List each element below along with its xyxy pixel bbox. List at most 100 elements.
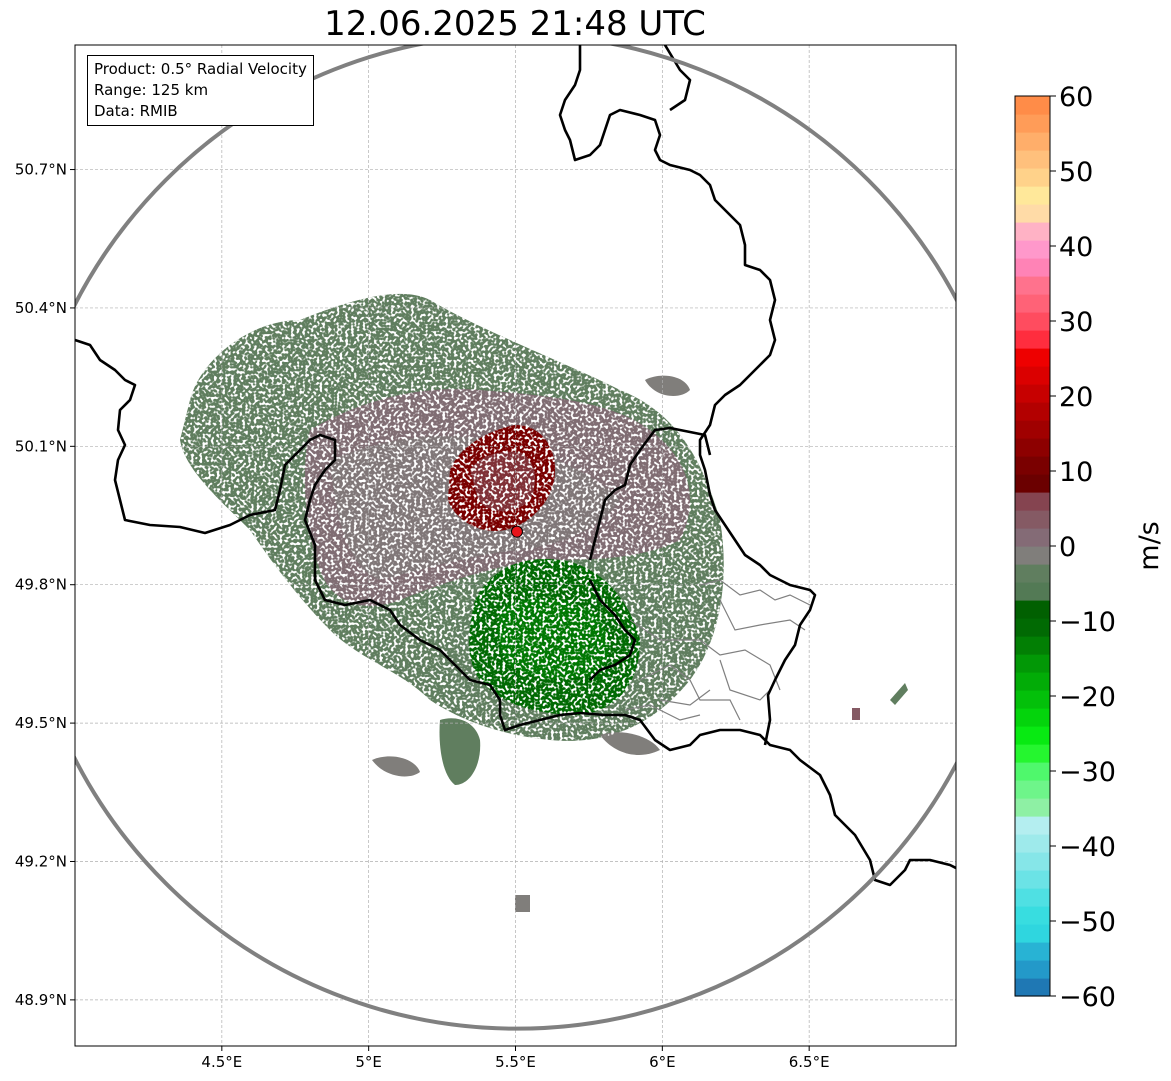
border-lux-fr — [588, 579, 637, 681]
colorbar-segment-19 — [1015, 636, 1050, 655]
colorbar-segment-38 — [1015, 294, 1050, 313]
echo-se-fragment — [600, 732, 660, 755]
lon-tick-label-0: 4.5°E — [201, 1053, 242, 1071]
colorbar-tick-label-0: 60 — [1059, 82, 1093, 113]
border-lux-east — [558, 45, 817, 746]
colorbar-segment-1 — [1015, 960, 1050, 979]
colorbar-tick-label-7: −10 — [1059, 607, 1116, 638]
lon-tick-label-2: 5.5°E — [495, 1053, 536, 1071]
colorbar-segment-12 — [1015, 762, 1050, 781]
lon-tick-label-4: 6.5°E — [789, 1053, 830, 1071]
colorbar-segment-42 — [1015, 222, 1050, 241]
colorbar-segment-37 — [1015, 312, 1050, 331]
colorbar-tick-label-6: 0 — [1059, 532, 1076, 563]
colorbar-segment-44 — [1015, 186, 1050, 205]
colorbar-segment-13 — [1015, 744, 1050, 763]
range-ring-circle — [75, 45, 956, 1031]
colorbar-label: m/s — [1134, 521, 1165, 570]
colorbar-segment-16 — [1015, 690, 1050, 709]
colorbar: 60 50 40 30 20 10 0 −10 −20 −30 −40 −50 −60 m/s — [1014, 82, 1165, 1013]
longitude-ticks: 4.5°E 5°E 5.5°E 6°E 6.5°E — [201, 1046, 830, 1071]
colorbar-segment-14 — [1015, 726, 1050, 745]
colorbar-segment-5 — [1015, 888, 1050, 907]
lat-tick-label-2: 50.1°N — [15, 437, 67, 455]
colorbar-tick-label-1: 50 — [1059, 157, 1093, 188]
colorbar-segment-28 — [1015, 474, 1050, 493]
colorbar-tick-label-2: 40 — [1059, 232, 1093, 263]
colorbar-segment-31 — [1015, 420, 1050, 439]
colorbar-segment-25 — [1015, 528, 1050, 547]
colorbar-tick-label-5: 10 — [1059, 457, 1093, 488]
colorbar-segment-29 — [1015, 456, 1050, 475]
admin-borders — [624, 579, 811, 721]
colorbar-segment-40 — [1015, 258, 1050, 277]
info-data-source: Data: RMIB — [94, 102, 178, 120]
echo-speckle — [180, 293, 724, 741]
colorbar-segment-47 — [1015, 132, 1050, 151]
lat-tick-label-1: 50.4°N — [15, 299, 67, 317]
colorbar-segment-32 — [1015, 402, 1050, 421]
radar-range-ring — [75, 45, 956, 1031]
latitude-ticks: 50.7°N 50.4°N 50.1°N 49.8°N 49.5°N 49.2°N 48.9… — [15, 161, 75, 1009]
colorbar-segment-18 — [1015, 654, 1050, 673]
colorbar-tick-label-12: −60 — [1059, 982, 1116, 1013]
colorbar-segment-46 — [1015, 150, 1050, 169]
colorbar-tick-label-8: −20 — [1059, 682, 1116, 713]
colorbar-segment-48 — [1015, 114, 1050, 133]
echo-ne-fragment — [645, 375, 690, 396]
colorbar-tick-label-10: −40 — [1059, 832, 1116, 863]
echo-south-tail — [439, 718, 481, 785]
national-borders — [75, 45, 956, 887]
lat-tick-label-0: 50.7°N — [15, 161, 67, 179]
colorbar-segment-9 — [1015, 816, 1050, 835]
border-be-lux — [588, 426, 712, 561]
colorbar-segment-27 — [1015, 492, 1050, 511]
colorbar-tick-label-9: −30 — [1059, 757, 1116, 788]
colorbar-tick-label-3: 30 — [1059, 307, 1093, 338]
lon-tick-label-1: 5°E — [355, 1053, 382, 1071]
colorbar-segment-45 — [1015, 168, 1050, 187]
colorbar-segment-43 — [1015, 204, 1050, 223]
echo-east-fragment — [890, 683, 908, 705]
colorbar-segment-7 — [1015, 852, 1050, 871]
colorbar-segment-2 — [1015, 942, 1050, 961]
lat-tick-label-4: 49.5°N — [15, 714, 67, 732]
colorbar-segment-4 — [1015, 906, 1050, 925]
colorbar-segment-24 — [1015, 546, 1050, 565]
colorbar-segment-39 — [1015, 276, 1050, 295]
lat-tick-label-5: 49.2°N — [15, 852, 67, 870]
echo-east-fragment-red — [852, 708, 860, 720]
colorbar-segment-34 — [1015, 366, 1050, 385]
lat-tick-label-6: 48.9°N — [15, 991, 67, 1009]
colorbar-segment-21 — [1015, 600, 1050, 619]
colorbar-segment-22 — [1015, 582, 1050, 601]
colorbar-segment-23 — [1015, 564, 1050, 583]
colorbar-segment-41 — [1015, 240, 1050, 259]
colorbar-segment-0 — [1015, 978, 1050, 997]
colorbar-segment-26 — [1015, 510, 1050, 529]
lat-tick-label-3: 49.8°N — [15, 576, 67, 594]
plot-area — [75, 45, 956, 1046]
map-gridlines — [75, 45, 956, 1046]
colorbar-segment-33 — [1015, 384, 1050, 403]
colorbar-tick-label-4: 20 — [1059, 382, 1093, 413]
colorbar-segment-35 — [1015, 348, 1050, 367]
map-title: 12.06.2025 21:48 UTC — [324, 4, 706, 44]
colorbar-segment-3 — [1015, 924, 1050, 943]
info-range: Range: 125 km — [94, 81, 209, 99]
colorbar-segment-36 — [1015, 330, 1050, 349]
colorbar-segment-49 — [1015, 96, 1050, 115]
lon-tick-label-3: 6°E — [649, 1053, 676, 1071]
echo-far-south-fragment — [515, 895, 530, 912]
colorbar-segment-10 — [1015, 798, 1050, 817]
echo-sw-fragment — [372, 756, 420, 777]
colorbar-segment-15 — [1015, 708, 1050, 727]
info-box: Product: 0.5° Radial Velocity Range: 125… — [87, 55, 314, 126]
colorbar-segment-11 — [1015, 780, 1050, 799]
info-product: Product: 0.5° Radial Velocity — [94, 60, 307, 78]
colorbar-segment-30 — [1015, 438, 1050, 457]
colorbar-tick-label-11: −50 — [1059, 907, 1116, 938]
radar-site-marker — [510, 525, 523, 538]
colorbar-segment-17 — [1015, 672, 1050, 691]
